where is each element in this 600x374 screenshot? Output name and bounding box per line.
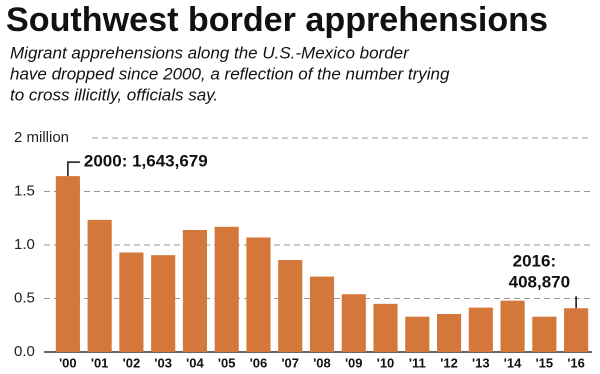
x-tick-label: '15 [536, 355, 554, 370]
bar [373, 303, 398, 352]
bar [55, 176, 80, 352]
bar [278, 259, 303, 352]
x-tick-label: '00 [59, 355, 77, 370]
x-tick-label: '02 [123, 355, 141, 370]
bar [151, 255, 176, 352]
bar [405, 316, 430, 352]
bar [246, 237, 271, 352]
subtitle: Migrant apprehensions along the U.S.-Mex… [10, 43, 450, 104]
bar [564, 308, 589, 352]
x-tick-label: '12 [440, 355, 458, 370]
x-tick-label: '06 [250, 355, 268, 370]
x-tick-label: '05 [218, 355, 236, 370]
x-tick-label: '08 [313, 355, 331, 370]
subtitle-line: Migrant apprehensions along the U.S.-Mex… [10, 43, 410, 62]
bar [468, 307, 493, 352]
bar [119, 252, 144, 352]
bar [341, 294, 366, 352]
x-tick-label: '13 [472, 355, 490, 370]
bar [182, 230, 208, 352]
bar [532, 316, 557, 352]
bar [214, 226, 239, 352]
x-tick-label: '07 [281, 355, 299, 370]
y-tick-label: 1.5 [14, 182, 35, 199]
x-tick-label: '14 [504, 355, 522, 370]
y-tick-label: 2 million [14, 129, 69, 146]
bar [309, 276, 335, 352]
x-tick-label: '16 [567, 355, 585, 370]
x-tick-label: '04 [186, 355, 204, 370]
subtitle-line: to cross illicitly, officials say. [10, 85, 218, 104]
bar [500, 300, 525, 352]
x-tick-label: '09 [345, 355, 363, 370]
leader-line [67, 161, 80, 177]
y-tick-label: 0.0 [14, 343, 35, 360]
y-tick-label: 1.0 [14, 236, 35, 253]
bar [436, 314, 462, 352]
value-label: 2000: 1,643,679 [84, 152, 208, 171]
x-tick-label: '01 [91, 355, 109, 370]
x-tick-label: '11 [409, 355, 426, 370]
value-label: 2016: 408,870 [504, 252, 570, 292]
x-tick-label: '03 [154, 355, 172, 370]
bar [87, 219, 112, 352]
subtitle-line: have dropped since 2000, a reflection of… [10, 64, 450, 83]
y-tick-label: 0.5 [14, 289, 35, 306]
chart-title: Southwest border apprehensions [6, 1, 548, 39]
x-tick-label: '10 [377, 355, 395, 370]
